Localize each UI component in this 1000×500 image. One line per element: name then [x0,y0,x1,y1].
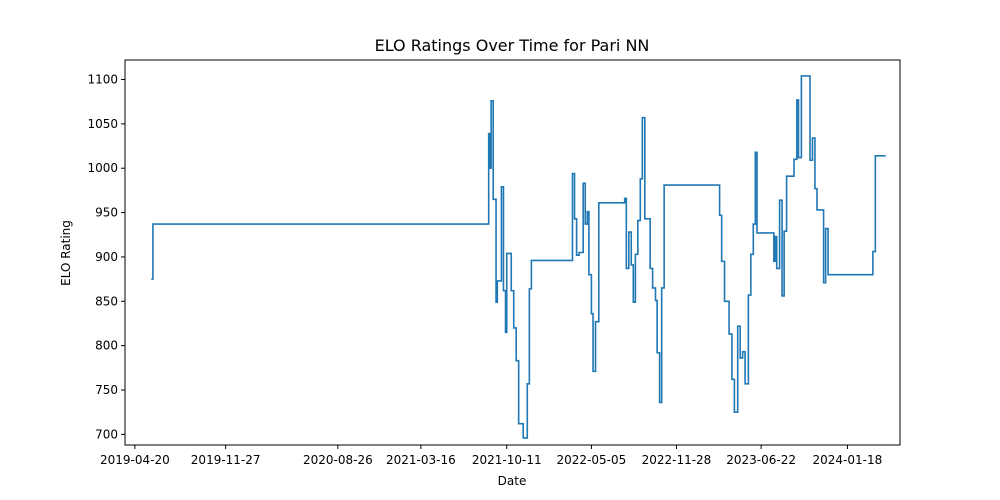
series-layer [151,75,886,439]
x-tick-label-7: 2023-06-22 [726,453,796,467]
x-tick-label-2: 2020-08-26 [303,453,373,467]
x-tick-label-6: 2022-11-28 [642,453,712,467]
x-axis: 2019-04-20 2019-11-27 2020-08-26 2021-03-16… [100,445,882,467]
y-tick-label-6: 1000 [87,161,118,175]
y-tick-label-8: 1100 [87,73,118,87]
x-tick-label-5: 2022-05-05 [557,453,627,467]
y-tick-label-4: 900 [95,250,118,264]
x-tick-label-0: 2019-04-20 [100,453,170,467]
y-axis-label: ELO Rating [59,220,73,286]
x-tick-label-3: 2021-03-16 [386,453,456,467]
y-tick-label-0: 700 [95,427,118,441]
series-line-0 [151,75,886,439]
chart-title: ELO Ratings Over Time for Pari NN [375,36,650,55]
plot-frame [124,59,901,446]
plot-area [124,59,901,446]
y-axis: 700 750 800 850 900 950 1000 1050 1100 [87,73,125,441]
y-tick-label-5: 950 [95,206,118,220]
y-tick-label-7: 1050 [87,117,118,131]
x-axis-label: Date [498,474,527,488]
x-tick-label-1: 2019-11-27 [191,453,261,467]
x-tick-label-4: 2021-10-11 [472,453,542,467]
y-tick-label-3: 850 [95,294,118,308]
x-tick-label-8: 2024-01-18 [813,453,883,467]
y-tick-label-1: 750 [95,383,118,397]
y-tick-label-2: 800 [95,339,118,353]
